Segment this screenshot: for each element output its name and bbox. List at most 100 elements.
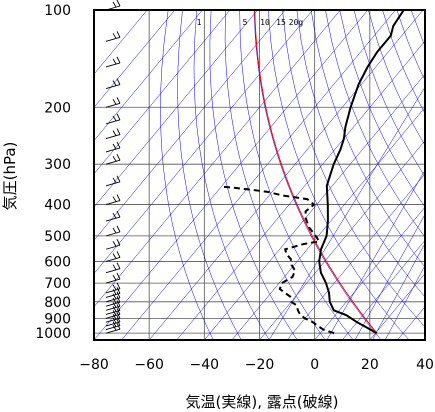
wind-barb-flag (116, 272, 121, 280)
wind-barb-staff (105, 305, 121, 311)
skewed-isotherm (314, 206, 425, 340)
wind-barb (105, 251, 121, 262)
wind-barb (105, 97, 121, 108)
wind-barb-staff (105, 317, 121, 323)
isotherm-adiabat-layer (94, 10, 425, 340)
wind-barb (105, 78, 121, 89)
x-tick-label: 40 (416, 357, 434, 373)
wind-barb-flag (112, 313, 117, 320)
y-tick-label: 700 (44, 276, 71, 292)
wind-barb-flag (112, 196, 117, 202)
wind-barb (105, 113, 121, 125)
wind-barb-staff (105, 268, 121, 274)
skewed-isotherm (94, 10, 176, 108)
skewed-isotherm (286, 173, 425, 340)
temperature-line (318, 10, 405, 335)
wind-barb (105, 0, 121, 11)
wind-barb-flag (116, 225, 121, 233)
y-axis-title: 気圧(hPa) (1, 142, 19, 211)
x-tick-label: 20 (361, 357, 379, 373)
wind-barb (105, 239, 121, 250)
dry-adiabat (310, 10, 425, 268)
wind-barb-staff (105, 231, 121, 237)
y-tick-label: 900 (44, 311, 71, 327)
wind-barb (105, 56, 121, 68)
wind-barb-flag (112, 253, 117, 259)
skewed-isotherm (94, 10, 258, 208)
wind-barb-staff (105, 313, 121, 319)
wind-barb-flag (116, 287, 121, 294)
dry-adiabat (177, 10, 242, 340)
dry-adiabat (353, 10, 425, 177)
wind-barb-staff (105, 84, 121, 89)
y-tick-label: 800 (44, 295, 71, 311)
wind-barb-staff (105, 62, 121, 68)
wind-barb-flag (116, 56, 121, 64)
wind-barb (105, 291, 121, 303)
wind-barb-staff (105, 297, 121, 303)
mixing-ratio-line (354, 213, 425, 340)
wind-barb-flag (112, 241, 117, 247)
wind-barb (105, 262, 121, 274)
y-tick-label: 100 (44, 3, 71, 19)
wind-barb-layer (105, 0, 121, 334)
wind-barb-flag (116, 97, 121, 104)
dry-adiabat (239, 10, 354, 340)
wind-barb-flag (116, 113, 121, 121)
wind-barb-flag (112, 130, 117, 136)
skewed-isotherm (94, 10, 341, 308)
dry-adiabat (193, 10, 270, 340)
wind-barb (105, 175, 121, 187)
wind-barb-flag (112, 324, 117, 331)
wind-barb-flag (116, 304, 121, 311)
skewed-isotherm (397, 306, 425, 340)
wind-barb-flag (112, 99, 117, 105)
wind-barb-staff (105, 159, 121, 165)
wind-barb (105, 282, 121, 294)
wind-barb (105, 31, 121, 42)
skewed-isotherm (94, 10, 203, 141)
x-tick-label: −80 (79, 357, 109, 373)
dry-adiabat (410, 10, 425, 47)
wind-barb-staff (105, 134, 121, 140)
wind-barb-staff (105, 102, 121, 108)
mixing-ratio-line (384, 264, 425, 340)
wind-barb-staff (105, 257, 121, 262)
wind-barb-staff (105, 36, 121, 42)
wind-barb-staff (105, 309, 121, 315)
wind-barb-flag (116, 0, 121, 7)
wind-barb-flag (112, 297, 117, 304)
wind-barb-flag (112, 293, 117, 300)
mixing-ratio-label: 10 (260, 18, 270, 27)
skewed-isotherm (94, 10, 148, 75)
skewed-isotherm (94, 10, 369, 340)
dry-adiabat (160, 10, 214, 340)
wind-barb-flag (116, 210, 121, 218)
dry-adiabat (253, 10, 382, 340)
wind-barb-flag (112, 33, 117, 39)
wind-barb-flag (112, 1, 117, 8)
wind-barb-flag (112, 80, 117, 86)
wind-barb-flag (112, 115, 117, 122)
wind-barb-flag (112, 264, 117, 270)
wind-barb (105, 272, 121, 284)
wind-barb-flag (116, 128, 121, 135)
wind-barb (105, 194, 121, 205)
skewed-isotherm (342, 239, 425, 340)
wind-barb (105, 225, 121, 237)
wind-barb-staff (105, 325, 121, 331)
skewed-isotherm (231, 106, 425, 340)
wind-barb-flag (112, 310, 117, 316)
wind-barb (105, 295, 121, 307)
skewed-isotherm (424, 339, 425, 340)
wind-barb-flag (112, 317, 117, 324)
wind-barb-flag (116, 31, 121, 38)
dry-adiabat (396, 10, 425, 81)
dry-adiabat (382, 10, 425, 114)
series-layer (221, 10, 405, 335)
mixing-ratio-label: 15 (276, 18, 286, 27)
wind-barb (105, 322, 121, 334)
wind-barb-flag (116, 295, 121, 303)
dry-adiabat (224, 10, 326, 340)
